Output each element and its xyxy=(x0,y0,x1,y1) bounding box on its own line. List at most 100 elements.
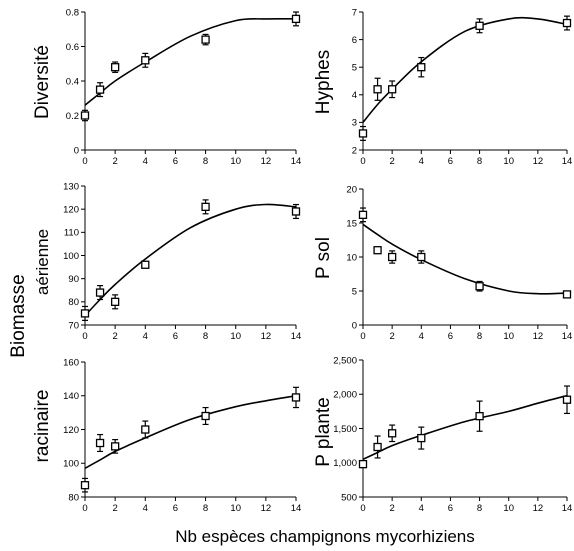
y-tick-label: 110 xyxy=(64,228,79,239)
y-tick-label: 6 xyxy=(352,35,357,46)
y-tick-label: 100 xyxy=(63,459,79,470)
ylabel-p-plante: P plante xyxy=(313,397,334,466)
data-point xyxy=(291,207,301,216)
y-tick-label: 5 xyxy=(352,63,357,74)
data-point xyxy=(291,393,301,402)
data-point xyxy=(373,246,382,255)
x-tick-label: 2 xyxy=(112,503,117,514)
y-tick-label: 90 xyxy=(68,274,79,285)
shared-xlabel: Nb espèces champignons mycorhiziens xyxy=(175,527,475,546)
y-tick-label: 15 xyxy=(346,218,357,229)
y-tick-label: 120 xyxy=(63,425,79,436)
x-tick-label: 12 xyxy=(261,156,272,167)
fit-curve-hyphes xyxy=(362,16,568,123)
data-point xyxy=(417,63,426,72)
x-tick-label: 12 xyxy=(261,503,272,514)
y-tick-label: 0.2 xyxy=(66,111,79,122)
data-point xyxy=(417,252,426,262)
x-tick-label: 4 xyxy=(143,331,148,342)
x-tick-label: 6 xyxy=(173,331,178,342)
x-tick-label: 4 xyxy=(419,331,424,342)
x-tick-label: 12 xyxy=(533,331,544,342)
panel-biomasse-aerienne: 70 80 90 100 110 120 130 0 2 4 6 8 10 12 14 xyxy=(63,181,301,342)
x-tick-label: 10 xyxy=(503,331,514,342)
y-tick-label: 0.6 xyxy=(66,42,79,53)
y-tick-label: 130 xyxy=(63,181,79,192)
y-tick-label: 0 xyxy=(352,320,357,331)
y-tick-label: 80 xyxy=(68,297,79,308)
x-tick-label: 14 xyxy=(291,156,302,167)
x-tick-label: 6 xyxy=(448,156,453,167)
x-tick-label: 0 xyxy=(360,156,365,167)
x-tick-label: 10 xyxy=(230,503,241,514)
x-tick-label: 4 xyxy=(419,156,424,167)
data-point xyxy=(358,210,368,219)
x-tick-label: 4 xyxy=(419,503,424,514)
x-tick-label: 14 xyxy=(562,503,573,514)
data-point xyxy=(201,411,210,421)
data-point xyxy=(201,35,210,44)
y-tick-label: 70 xyxy=(68,320,79,331)
fit-curve-p-sol xyxy=(362,223,568,295)
data-point xyxy=(562,18,572,28)
x-tick-label: 14 xyxy=(562,156,573,167)
data-point xyxy=(387,252,397,262)
x-tick-label: 12 xyxy=(533,156,544,167)
x-tick-label: 12 xyxy=(533,503,544,514)
data-point xyxy=(562,290,572,299)
data-point xyxy=(141,425,150,434)
x-tick-label: 8 xyxy=(203,503,208,514)
y-tick-label: 500 xyxy=(341,492,357,503)
y-tick-label: 0 xyxy=(74,145,79,156)
x-tick-label: 6 xyxy=(173,503,178,514)
data-point xyxy=(358,129,368,138)
ylabel-biomasse: Biomasse xyxy=(8,274,29,357)
panel-p-plante: 500 1,000 1,500 2,000 2,500 0 2 4 6 8 10 12 14 xyxy=(333,355,572,514)
x-tick-label: 14 xyxy=(291,503,302,514)
y-tick-label: 0.4 xyxy=(66,76,79,87)
x-tick-label: 0 xyxy=(82,331,87,342)
y-tick-label: 160 xyxy=(63,357,79,368)
y-tick-label: 100 xyxy=(63,251,79,262)
x-tick-label: 14 xyxy=(562,331,573,342)
data-point xyxy=(80,481,90,490)
data-point xyxy=(358,459,368,469)
data-point xyxy=(562,395,572,404)
ylabel-hyphes: Hyphes xyxy=(313,50,334,114)
data-point xyxy=(475,282,484,291)
y-tick-label: 2 xyxy=(352,145,357,156)
data-point xyxy=(95,288,105,297)
fit-curve-biomasse-aerienne xyxy=(84,203,297,317)
y-tick-label: 120 xyxy=(63,204,79,215)
data-point xyxy=(373,85,382,94)
data-point xyxy=(387,85,397,94)
y-tick-label: 140 xyxy=(63,391,79,402)
data-point xyxy=(201,202,210,212)
y-tick-label: 2,000 xyxy=(333,390,357,401)
y-tick-label: 1,000 xyxy=(333,458,357,469)
x-tick-label: 2 xyxy=(389,503,394,514)
x-tick-label: 12 xyxy=(261,331,272,342)
x-tick-label: 10 xyxy=(503,156,514,167)
ylabel-p-sol: P sol xyxy=(313,237,334,279)
ylabel-racinaire: racinaire xyxy=(32,390,53,463)
x-tick-label: 6 xyxy=(173,156,178,167)
x-tick-label: 0 xyxy=(82,156,87,167)
y-tick-label: 1,500 xyxy=(333,424,357,435)
data-point xyxy=(417,433,426,443)
data-point xyxy=(95,438,105,448)
panel-p-sol: 0 5 10 15 20 0 2 4 6 8 10 12 14 xyxy=(346,184,572,342)
y-tick-label: 80 xyxy=(68,492,79,503)
x-tick-label: 2 xyxy=(112,156,117,167)
data-point xyxy=(110,442,120,451)
fit-curve-p-plante xyxy=(362,394,568,461)
data-point xyxy=(141,260,150,269)
y-tick-label: 7 xyxy=(352,7,357,18)
y-tick-label: 4 xyxy=(352,90,357,101)
y-tick-label: 3 xyxy=(352,118,357,129)
x-tick-label: 6 xyxy=(448,331,453,342)
x-tick-label: 8 xyxy=(477,156,482,167)
data-point xyxy=(475,412,484,421)
